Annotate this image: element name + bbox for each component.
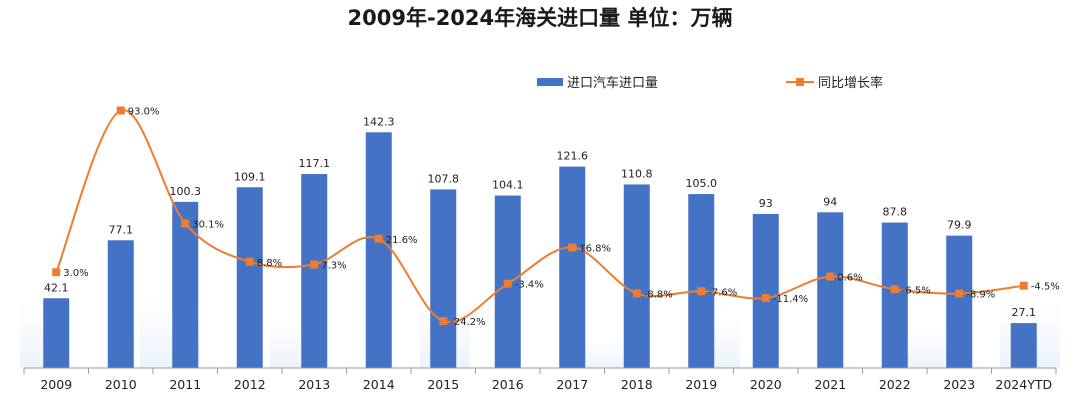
growth-value-label: 30.1% [192,220,224,231]
growth-value-label: 8.8% [257,258,282,269]
x-tick-label: 2016 [492,377,524,392]
growth-value-label: -24.2% [450,317,485,328]
growth-value-label: -6.5% [902,285,931,296]
bar-value-label: 117.1 [299,157,331,170]
bar-value-label: 121.6 [557,150,589,163]
growth-marker [503,279,512,288]
legend-bar-label: 进口汽车进口量 [567,75,658,91]
x-tick-label: 2022 [879,377,911,392]
x-axis: 2009 2010 2011 2012 2013 2014 2015 2016 2017 2018… [23,367,1057,392]
bar-value-label: 105.0 [686,177,718,190]
bar [107,240,134,368]
growth-marker [632,289,641,298]
growth-marker [890,285,899,294]
growth-marker [955,289,964,298]
growth-value-label: -7.6% [708,287,737,298]
bar-value-label: 93 [759,197,773,210]
growth-marker [181,219,190,228]
bar [559,166,586,368]
legend-line-marker [796,78,804,86]
x-tick-label: 2023 [943,377,975,392]
bar [946,235,973,368]
legend: 进口汽车进口量 同比增长率 [537,75,883,91]
bar-value-label: 87.8 [883,206,908,219]
x-tick-label: 2017 [556,377,588,392]
x-tick-label: 2018 [621,377,653,392]
growth-marker [697,287,706,296]
bar [1010,323,1037,368]
growth-value-label: 21.6% [386,235,418,246]
bar-value-label: 27.1 [1012,306,1037,319]
x-tick-label: 2014 [363,377,395,392]
growth-value-label: -8.9% [966,290,995,301]
growth-value-label: -4.5% [1031,282,1060,293]
bar [752,213,779,368]
x-tick-label: 2012 [234,377,266,392]
growth-marker [1019,281,1028,290]
growth-marker [374,234,383,243]
growth-value-label: -8.8% [644,289,673,300]
growth-marker [761,294,770,303]
growth-marker [568,243,577,252]
growth-marker [826,272,835,281]
growth-marker [310,260,319,269]
bar-value-label: 107.8 [428,172,460,185]
bar [301,174,328,368]
bar [817,212,844,368]
bar-value-label: 79.9 [947,219,972,232]
growth-marker [439,317,448,326]
growth-value-label: 3.0% [63,268,88,279]
bar-value-label: 77.1 [109,223,134,236]
x-tick-label: 2011 [169,377,201,392]
bar-value-label: 142.3 [363,115,395,128]
growth-marker [116,106,125,115]
growth-line-series [52,106,1028,326]
x-tick-label: 2010 [105,377,137,392]
x-tick-label: 2020 [750,377,782,392]
bar [688,194,715,368]
growth-value-label: 16.8% [579,243,611,254]
legend-line-label: 同比增长率 [818,75,883,91]
bar [43,298,70,368]
growth-value-label: 7.3% [321,260,346,271]
bar [623,184,650,368]
growth-marker [245,257,254,266]
bar-value-label: 104.1 [492,179,524,192]
growth-value-label: 93.0% [128,106,160,117]
bar-value-label: 100.3 [170,185,202,198]
bar [430,189,457,368]
x-tick-label: 2015 [427,377,459,392]
bar-value-label: 110.8 [621,167,653,180]
x-tick-label: 2009 [40,377,72,392]
growth-value-label: -3.4% [515,280,544,291]
legend-bar-swatch [537,78,563,86]
bar-value-label: 42.1 [44,281,69,294]
bar-series [43,132,1037,368]
bar [881,222,908,368]
x-tick-label: 2013 [298,377,330,392]
x-tick-label: 2021 [814,377,846,392]
growth-value-label: -11.4% [773,294,808,305]
growth-value-label: 0.6% [837,273,862,284]
bar-value-label: 94 [823,195,837,208]
growth-marker [52,268,61,277]
chart-title: 2009年-2024年海关进口量 单位：万辆 [348,6,733,30]
bar-value-label: 109.1 [234,170,266,183]
growth-data-labels: 3.0% 93.0% 30.1% 8.8% 7.3% 21.6% -24.2% -3.4% 16… [63,106,1060,328]
x-tick-label: 2019 [685,377,717,392]
bar-data-labels: 42.1 77.1 100.3 109.1 117.1 142.3 107.8 104.1 12… [44,115,1036,319]
bar [236,187,263,368]
bar [365,132,392,368]
bar [172,201,199,368]
x-tick-label: 2024YTD [995,377,1052,392]
